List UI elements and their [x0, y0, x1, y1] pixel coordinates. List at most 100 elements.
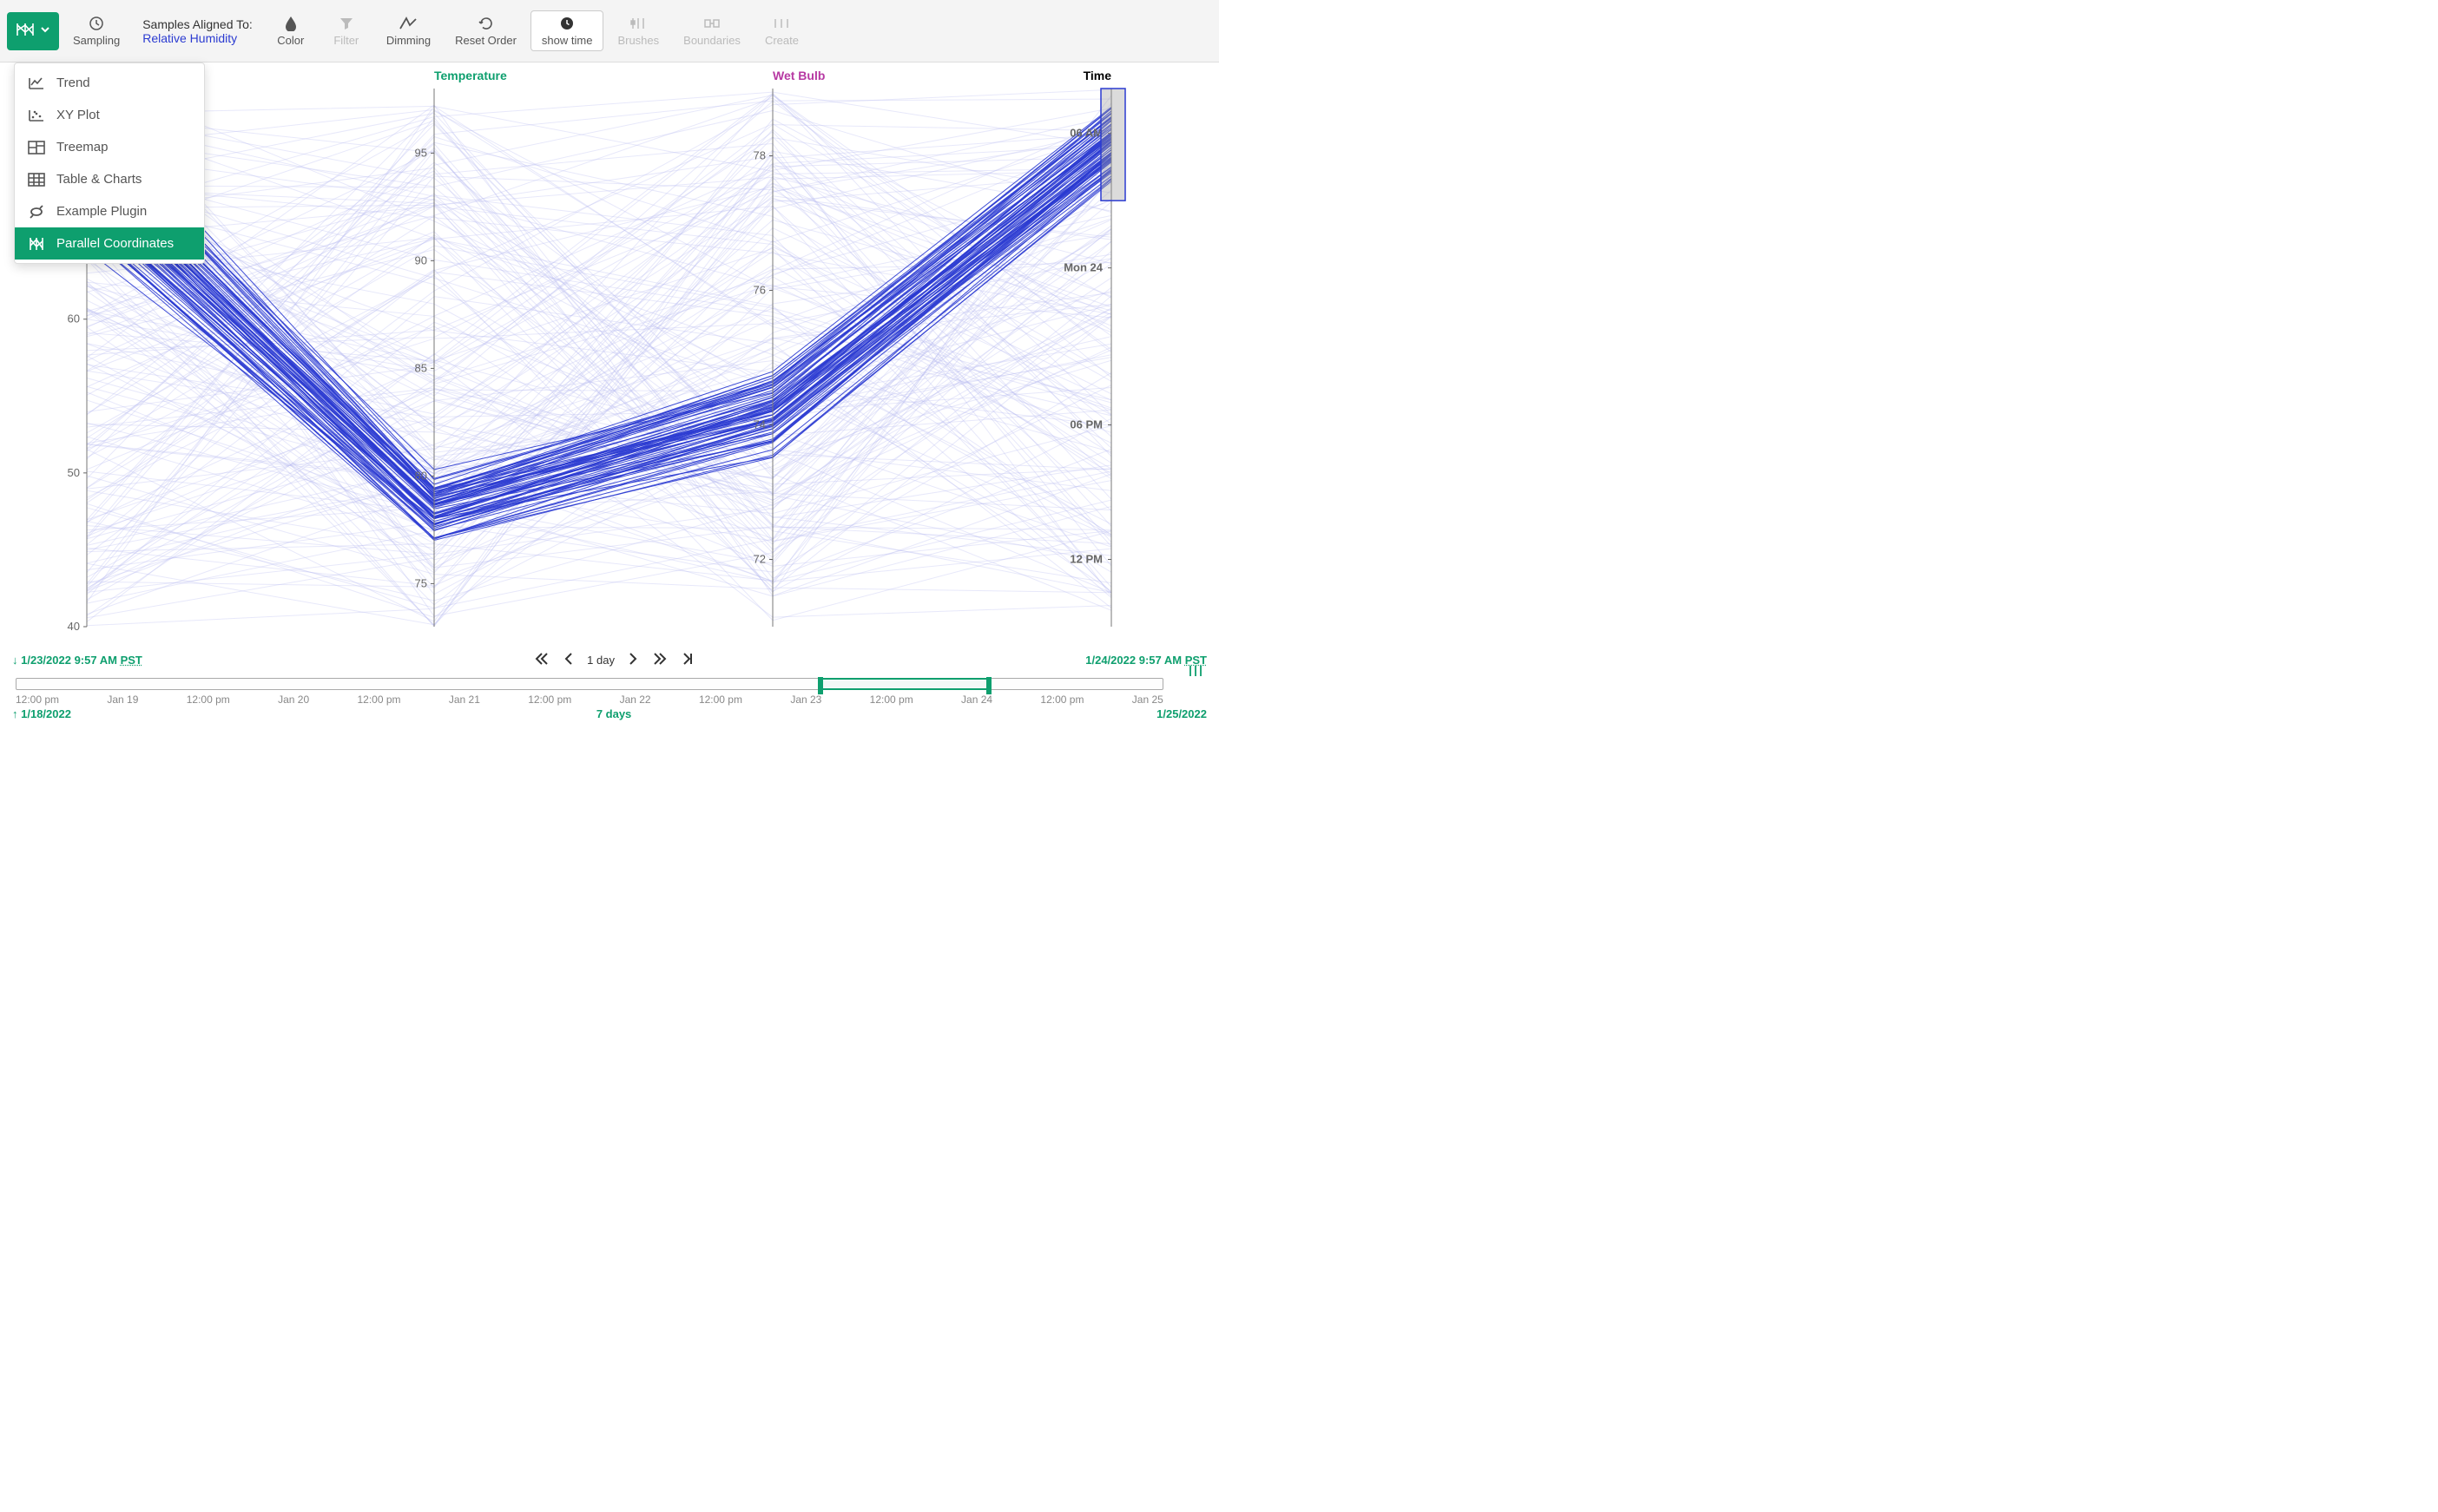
arrow-up-icon: ↑: [12, 707, 18, 720]
dropdown-item-label: Trend: [56, 76, 90, 90]
table-icon: [27, 173, 46, 187]
range-tick: Jan 20: [278, 694, 309, 706]
selected-lines: [87, 102, 1111, 540]
parcoords-icon: [27, 237, 46, 251]
svg-text:80: 80: [415, 469, 427, 482]
step-label: 1 day: [587, 654, 615, 667]
parcoords-icon: [16, 22, 35, 40]
range-tick: 12:00 pm: [187, 694, 230, 706]
reset-icon: [478, 15, 494, 32]
step-back-fast-button[interactable]: [533, 651, 550, 669]
chevron-down-icon: [40, 24, 50, 37]
range-tick: Jan 25: [1132, 694, 1163, 706]
outer-range-start[interactable]: ↑ 1/18/2022: [12, 707, 71, 720]
range-tick: 12:00 pm: [699, 694, 742, 706]
svg-text:90: 90: [415, 253, 427, 266]
boundaries-icon: [703, 15, 721, 32]
dimming-label: Dimming: [386, 34, 431, 47]
dropdown-item-label: Treemap: [56, 140, 108, 154]
range-tick: Jan 19: [107, 694, 138, 706]
time-brush[interactable]: [1101, 89, 1125, 201]
svg-text:75: 75: [415, 576, 427, 589]
svg-text:06 AM: 06 AM: [1070, 127, 1103, 140]
treemap-icon: [27, 141, 46, 154]
range-slider[interactable]: [16, 678, 1163, 690]
svg-text:12 PM: 12 PM: [1070, 553, 1103, 566]
sampling-button[interactable]: Sampling: [63, 11, 130, 50]
time-footer: ↓ 1/23/2022 9:57 AM PST 1 day 1/24/2022 …: [0, 648, 1219, 756]
dropdown-item-table[interactable]: Table & Charts: [15, 163, 204, 195]
clock-sample-icon: [89, 15, 104, 32]
brushes-button[interactable]: Brushes: [607, 11, 669, 50]
range-tick: 12:00 pm: [357, 694, 400, 706]
color-label: Color: [277, 34, 304, 47]
svg-text:72: 72: [754, 553, 766, 566]
reset-order-button[interactable]: Reset Order: [445, 11, 527, 50]
svg-text:Temperature: Temperature: [434, 69, 507, 82]
time-nav: 1 day: [533, 651, 695, 669]
dropdown-item-label: Parallel Coordinates: [56, 236, 174, 251]
brushes-icon: [630, 15, 646, 32]
chart-type-button[interactable]: [7, 12, 59, 50]
step-back-button[interactable]: [563, 651, 575, 669]
outer-range-end[interactable]: 1/25/2022: [1156, 707, 1207, 720]
range-tick: Jan 23: [790, 694, 821, 706]
range-start[interactable]: ↓ 1/23/2022 9:57 AM PST: [12, 654, 142, 667]
color-button[interactable]: Color: [265, 11, 317, 50]
svg-text:78: 78: [754, 149, 766, 162]
samples-aligned: Samples Aligned To: Relative Humidity: [134, 16, 261, 47]
dropdown-item-treemap[interactable]: Treemap: [15, 131, 204, 163]
dropdown-item-label: XY Plot: [56, 108, 100, 122]
create-icon: [773, 15, 790, 32]
toolbar: Sampling Samples Aligned To: Relative Hu…: [0, 0, 1219, 62]
aligned-value[interactable]: Relative Humidity: [142, 31, 237, 45]
filter-label: Filter: [333, 34, 359, 47]
range-tick: Jan 24: [961, 694, 992, 706]
svg-text:06 PM: 06 PM: [1070, 418, 1103, 431]
show-time-button[interactable]: show time: [530, 10, 604, 51]
start-tz: PST: [121, 654, 142, 667]
range-tick: 12:00 pm: [16, 694, 59, 706]
range-ticks: 12:00 pm Jan 19 12:00 pm Jan 20 12:00 pm Jan …: [16, 694, 1163, 706]
dropdown-item-xy[interactable]: XY Plot: [15, 99, 204, 131]
create-label: Create: [765, 34, 799, 47]
range-tick: Jan 22: [620, 694, 651, 706]
svg-text:40: 40: [68, 620, 80, 633]
expand-range-icon[interactable]: [1188, 665, 1203, 680]
dropdown-item-parcoords[interactable]: Parallel Coordinates: [15, 227, 204, 260]
step-fwd-button[interactable]: [627, 651, 639, 669]
filter-button[interactable]: Filter: [320, 11, 372, 50]
plugin-icon: [27, 205, 46, 219]
svg-text:Time: Time: [1084, 69, 1112, 82]
range-selection[interactable]: [819, 678, 991, 690]
svg-text:85: 85: [415, 361, 427, 374]
svg-text:50: 50: [68, 466, 80, 479]
dimming-button[interactable]: Dimming: [376, 11, 441, 50]
step-to-end-button[interactable]: [681, 651, 695, 669]
svg-text:76: 76: [754, 284, 766, 297]
filter-icon: [339, 15, 353, 32]
create-button[interactable]: Create: [754, 11, 809, 50]
outer-start-date: 1/18/2022: [21, 707, 71, 720]
svg-text:95: 95: [415, 146, 427, 159]
reset-label: Reset Order: [455, 34, 517, 47]
range-tick: 12:00 pm: [528, 694, 571, 706]
droplet-icon: [284, 15, 298, 32]
dimming-icon: [399, 15, 417, 32]
aligned-label: Samples Aligned To:: [142, 17, 253, 31]
brushes-label: Brushes: [617, 34, 659, 47]
sampling-label: Sampling: [73, 34, 120, 47]
dropdown-item-plugin[interactable]: Example Plugin: [15, 195, 204, 227]
xy-icon: [27, 108, 46, 122]
dropdown-item-label: Example Plugin: [56, 204, 147, 219]
start-datetime: 1/23/2022 9:57 AM: [21, 654, 117, 667]
svg-text:Mon 24: Mon 24: [1064, 261, 1104, 274]
trend-icon: [27, 76, 46, 90]
outer-range-span: 7 days: [596, 707, 631, 720]
dropdown-item-trend[interactable]: Trend: [15, 67, 204, 99]
chart-type-dropdown: Trend XY Plot Treemap Table & Charts Example…: [14, 62, 205, 264]
end-datetime: 1/24/2022 9:57 AM: [1085, 654, 1182, 667]
step-fwd-fast-button[interactable]: [651, 651, 669, 669]
boundaries-button[interactable]: Boundaries: [673, 11, 751, 50]
boundaries-label: Boundaries: [683, 34, 741, 47]
